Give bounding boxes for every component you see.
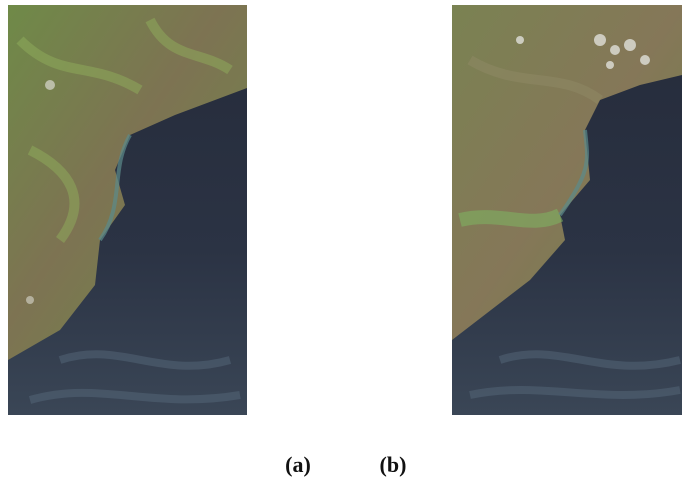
satellite-image-b xyxy=(452,5,682,415)
page: {"figure": {"panels": [{"label": "(a)"},… xyxy=(0,0,682,486)
figure: (a) (b) xyxy=(0,0,682,486)
panel-label: (b) xyxy=(380,452,407,477)
panel-label: (a) xyxy=(285,452,311,477)
satellite-image-a xyxy=(8,5,247,415)
